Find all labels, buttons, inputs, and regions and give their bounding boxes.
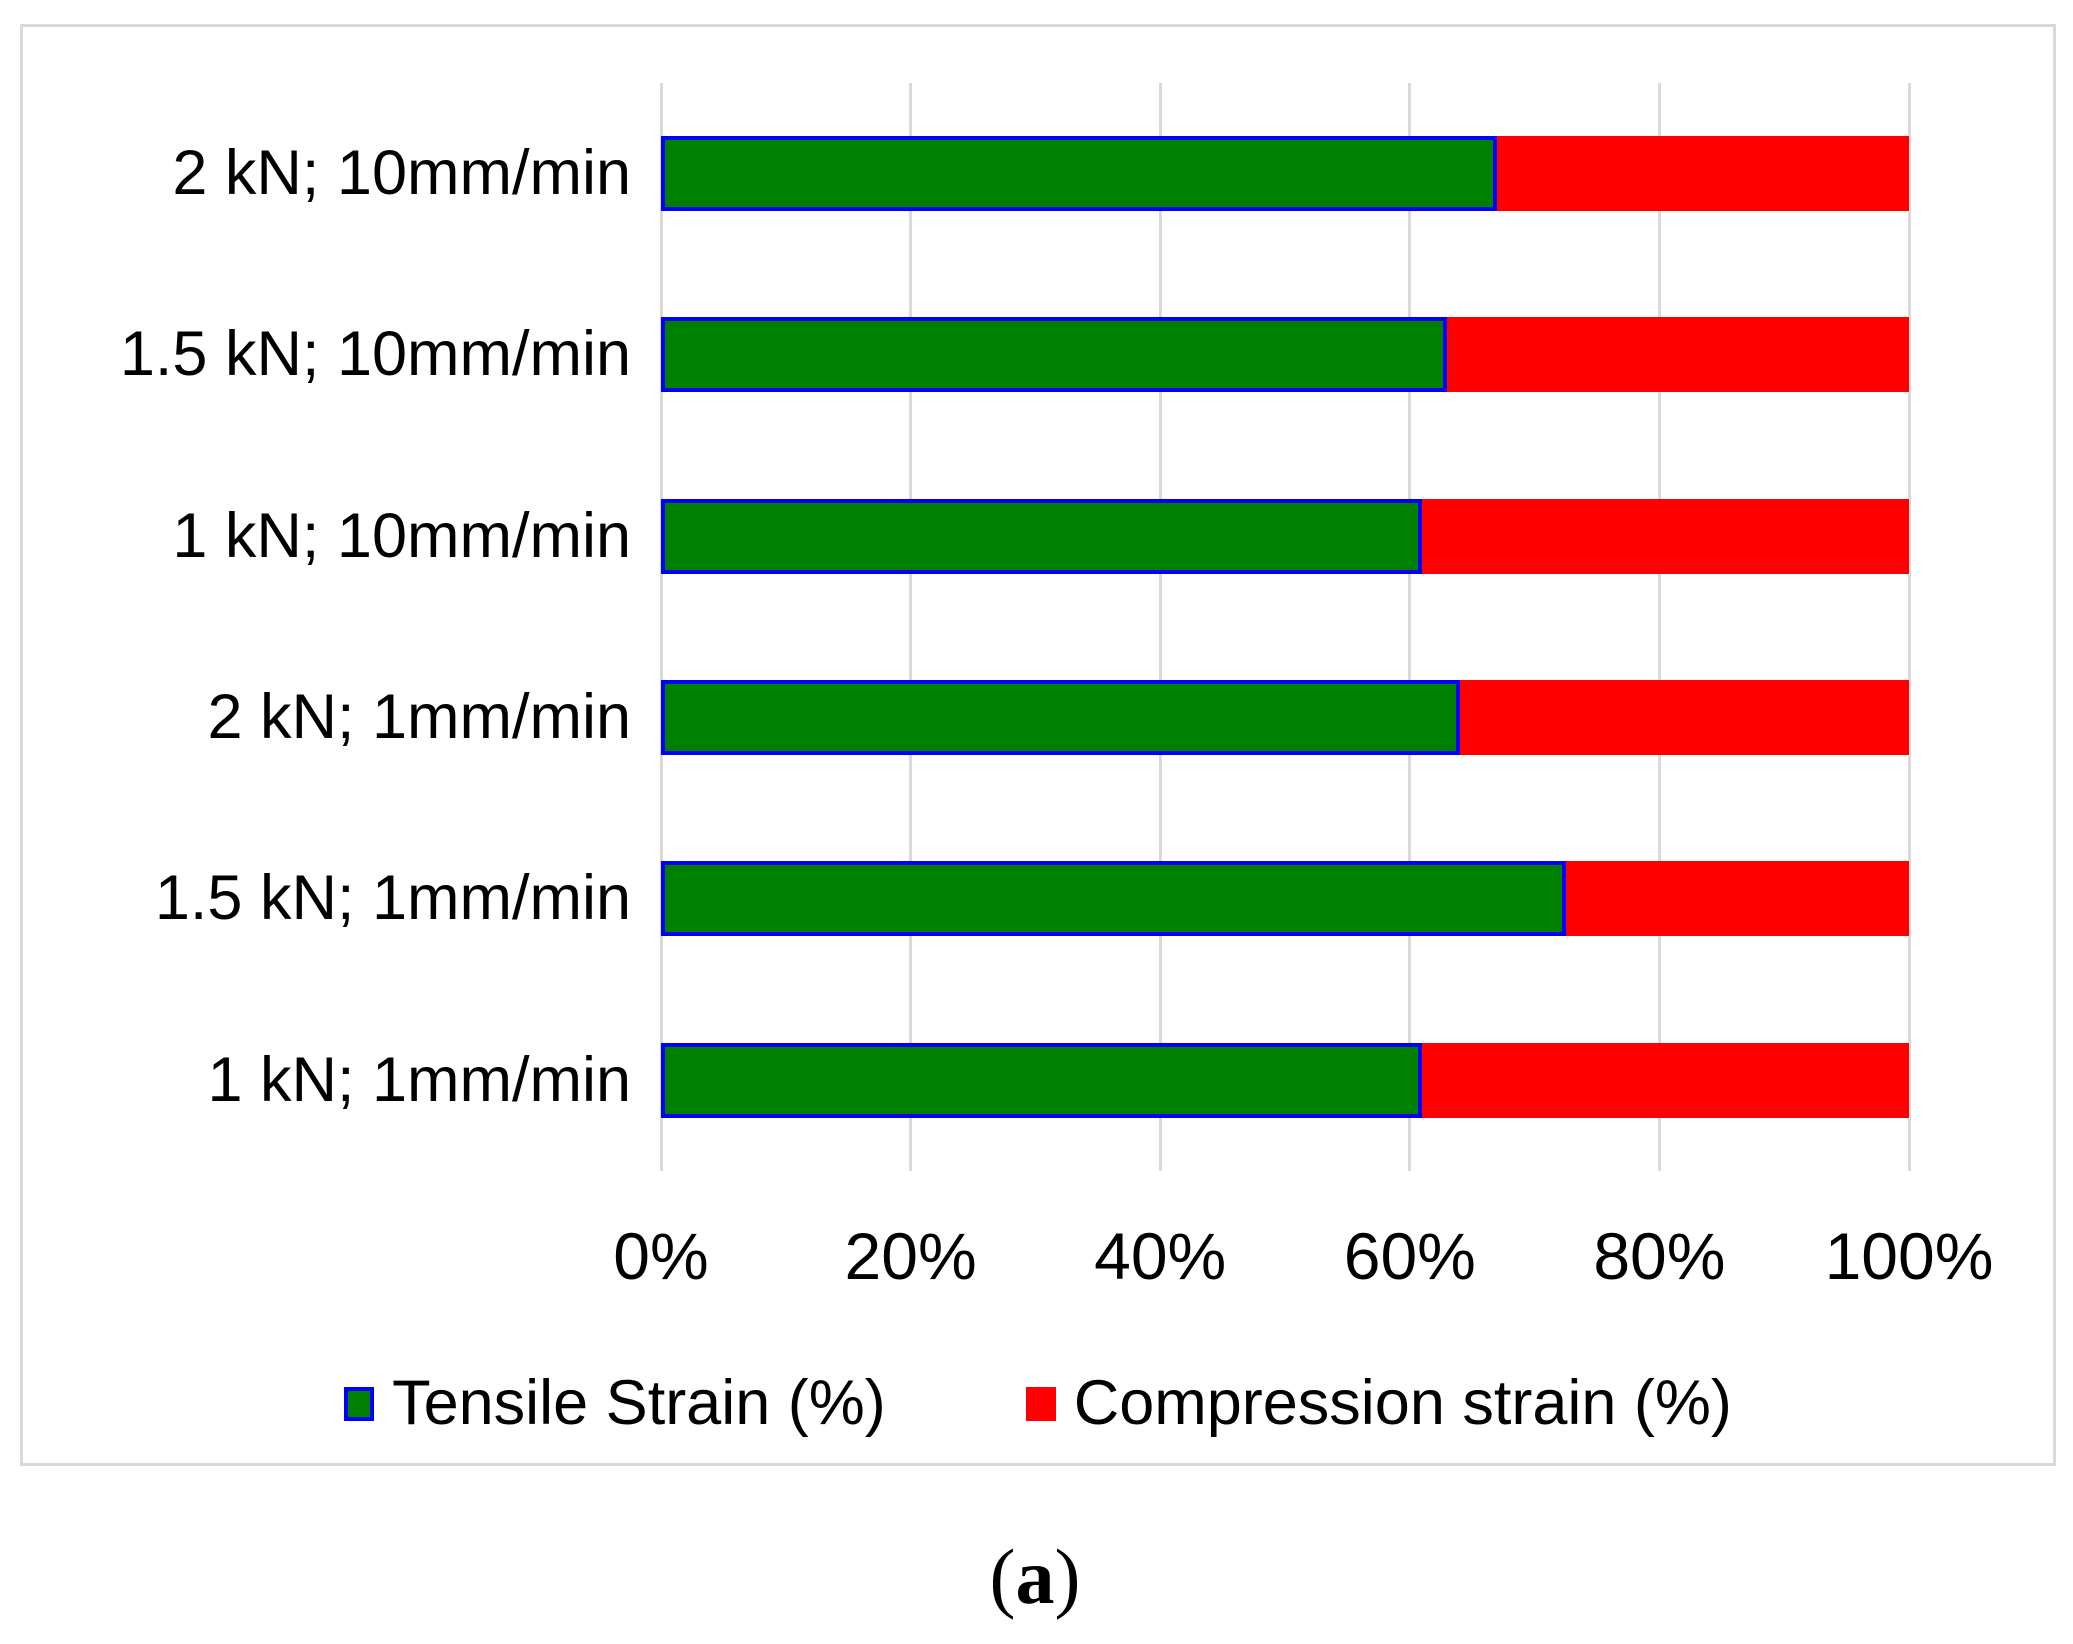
x-tick-label: 0%	[613, 1219, 709, 1293]
tensile-strain-segment	[661, 498, 1423, 574]
compression-strain-segment	[1565, 861, 1909, 937]
bar-row	[661, 990, 1909, 1171]
stacked-bar-1.5 kN; 1mm/min	[661, 861, 1909, 937]
stacked-bar-1.5 kN; 10mm/min	[661, 317, 1909, 393]
legend: Tensile Strain (%) Compression strain (%)	[23, 1372, 2053, 1435]
gridline-60	[1408, 83, 1412, 1171]
tensile-legend-marker-icon	[344, 1386, 375, 1421]
stacked-bar-1 kN; 10mm/min	[661, 498, 1909, 574]
compression-legend-marker-icon	[1025, 1386, 1056, 1421]
x-tick-label: 80%	[1593, 1219, 1726, 1293]
compression-strain-segment	[1422, 498, 1909, 574]
plot-area	[659, 83, 1911, 1171]
x-tick-label: 60%	[1343, 1219, 1476, 1293]
x-tick-label: 20%	[844, 1219, 977, 1293]
x-tick-label: 40%	[1094, 1219, 1227, 1293]
tensile-strain-segment	[661, 1042, 1423, 1118]
compression-strain-segment	[1497, 136, 1909, 212]
category-label: 1.5 kN; 10mm/min	[119, 319, 631, 390]
legend-item: Compression strain (%)	[1025, 1368, 1732, 1438]
bar-row	[661, 808, 1909, 989]
category-axis: 2 kN; 10mm/min 1.5 kN; 10mm/min 1 kN; 10mm…	[23, 83, 631, 1171]
tensile-strain-segment	[661, 136, 1498, 212]
category-label: 1 kN; 10mm/min	[172, 500, 631, 571]
figure-caption: (a)	[20, 1538, 2050, 1616]
category-label: 1.5 kN; 1mm/min	[154, 863, 631, 934]
stacked-bar-2 kN; 1mm/min	[661, 680, 1909, 756]
chart-figure-frame: 2 kN; 10mm/min 1.5 kN; 10mm/min 1 kN; 10mm…	[20, 24, 2056, 1466]
stacked-bar-1 kN; 1mm/min	[661, 1042, 1909, 1118]
gridline-80	[1657, 83, 1661, 1171]
caption-close-paren: )	[1054, 1533, 1081, 1620]
caption-letter: a	[1015, 1533, 1055, 1620]
category-label: 2 kN; 10mm/min	[172, 138, 631, 209]
bar-row	[661, 627, 1909, 808]
tensile-strain-segment	[661, 317, 1448, 393]
x-tick-label: 100%	[1824, 1219, 1994, 1293]
tensile-strain-segment	[661, 861, 1566, 937]
stacked-bar-2 kN; 10mm/min	[661, 136, 1909, 212]
compression-strain-segment	[1422, 1042, 1909, 1118]
category-label: 1 kN; 1mm/min	[207, 1044, 631, 1115]
x-axis: 0% 20% 40% 60% 80% 100%	[613, 1219, 1993, 1313]
gridline-0	[659, 83, 663, 1171]
tensile-strain-segment	[661, 680, 1460, 756]
caption-open-paren: (	[989, 1533, 1016, 1620]
gridline-40	[1158, 83, 1162, 1171]
gridline-20	[909, 83, 913, 1171]
category-label: 2 kN; 1mm/min	[207, 682, 631, 753]
gridline-100	[1907, 83, 1911, 1171]
legend-label: Compression strain (%)	[1073, 1368, 1732, 1438]
legend-label: Tensile Strain (%)	[392, 1368, 886, 1438]
bar-row	[661, 446, 1909, 627]
bar-row	[661, 83, 1909, 264]
compression-strain-segment	[1459, 680, 1909, 756]
compression-strain-segment	[1447, 317, 1909, 393]
legend-item: Tensile Strain (%)	[344, 1372, 886, 1435]
bar-row	[661, 264, 1909, 445]
